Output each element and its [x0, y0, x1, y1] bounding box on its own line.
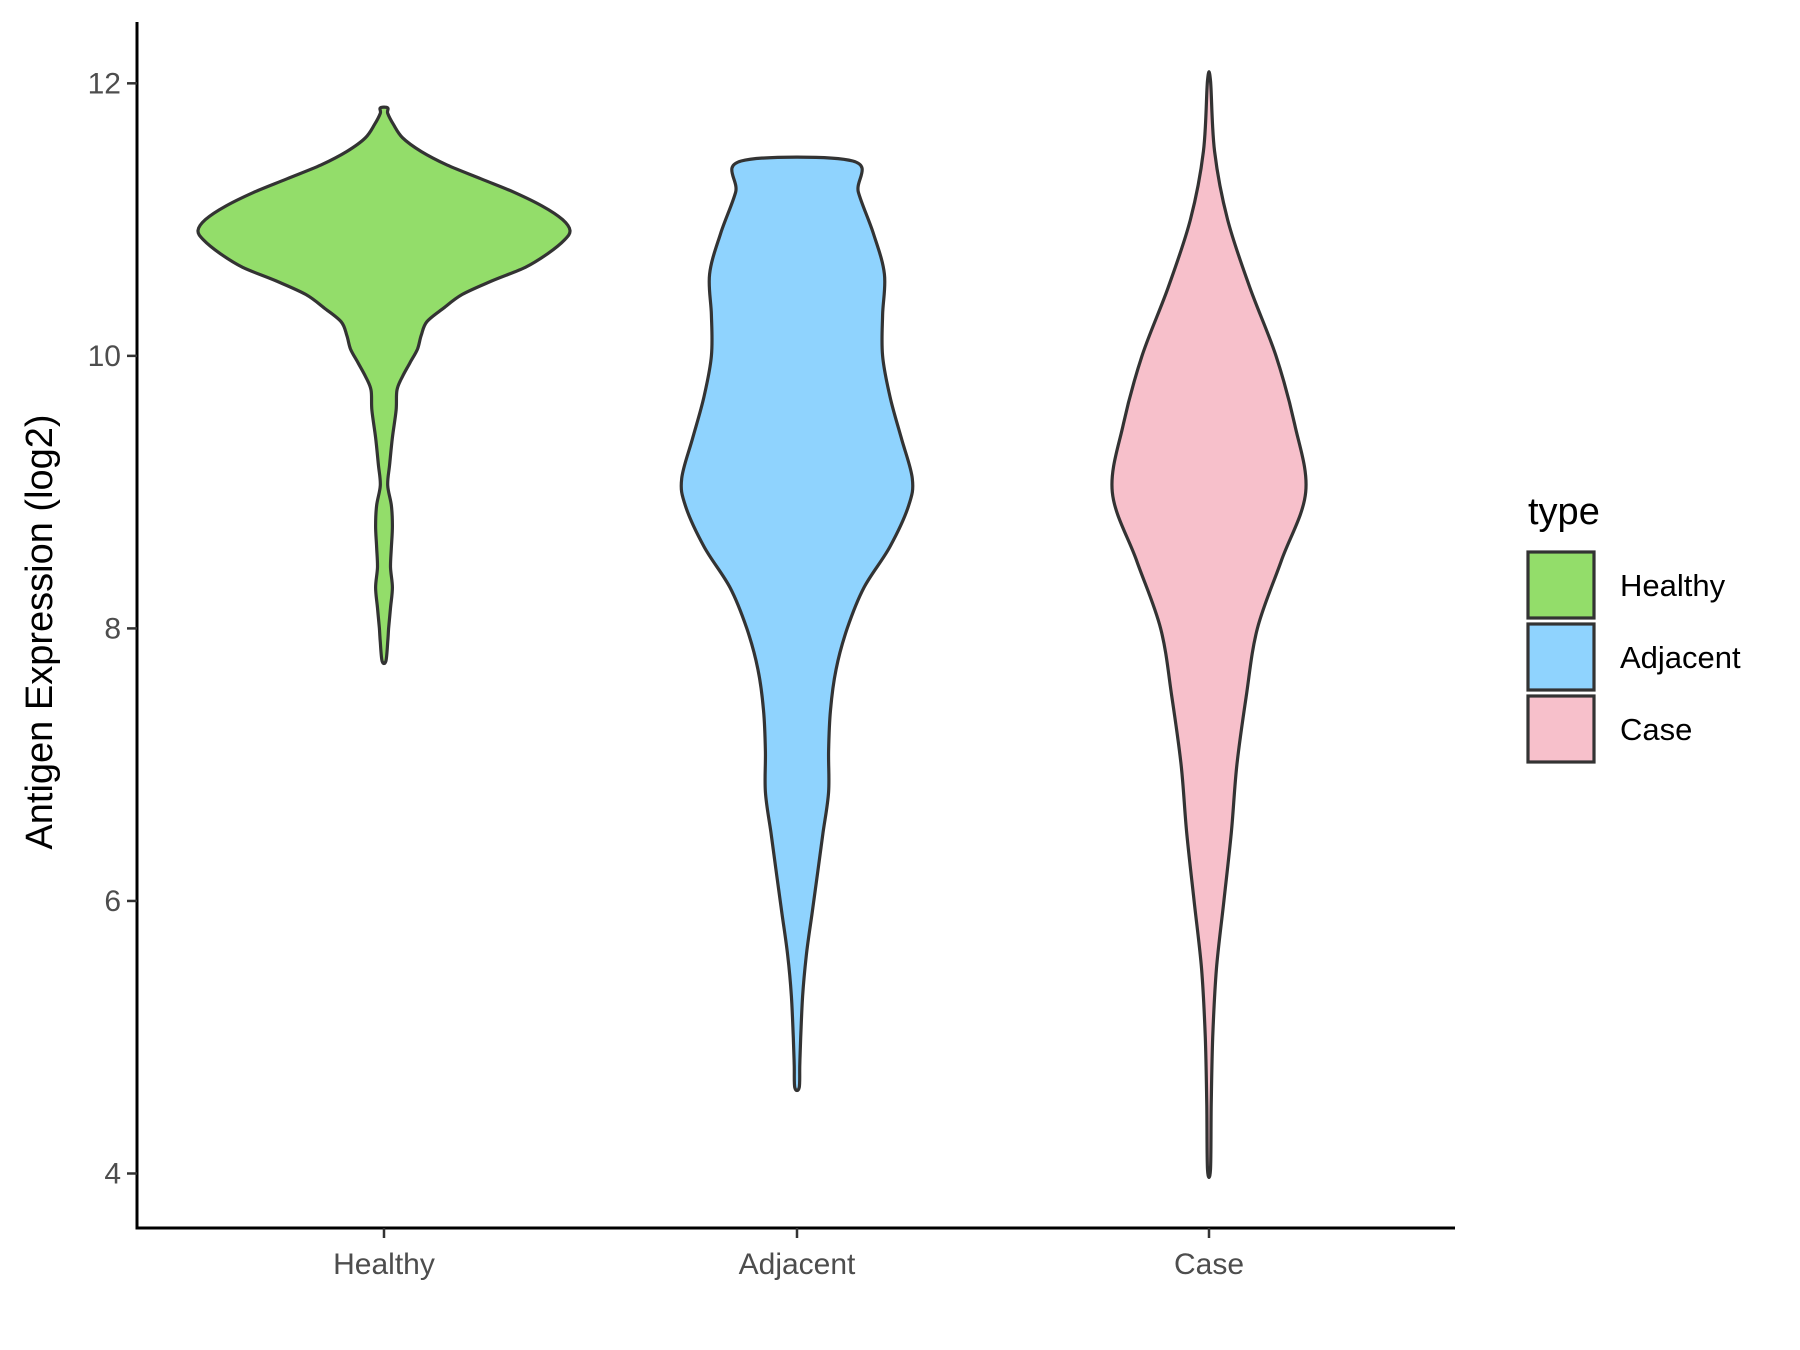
- y-tick-label: 10: [88, 340, 121, 373]
- legend-key-healthy: [1526, 550, 1596, 620]
- legend-label-adjacent: Adjacent: [1620, 640, 1741, 675]
- y-tick-label: 4: [104, 1157, 121, 1190]
- y-tick-label: 6: [104, 885, 121, 918]
- axes: 4 6 8 10 12 Healthy Adjacent Case: [88, 22, 1455, 1281]
- violin-layer: [196, 70, 1308, 1180]
- x-tick-label-case: Case: [1174, 1248, 1244, 1281]
- y-axis-title: Antigen Expression (log2): [19, 414, 61, 849]
- legend: type Healthy Adjacent Case: [1526, 491, 1741, 764]
- legend-title: type: [1528, 491, 1600, 533]
- legend-label-case: Case: [1620, 712, 1692, 747]
- legend-key-case: [1526, 694, 1596, 764]
- violin-case: [1110, 70, 1308, 1180]
- violin-healthy: [196, 105, 572, 666]
- violin-adjacent: [679, 155, 915, 1093]
- y-tick-label: 12: [88, 67, 121, 100]
- y-tick-label: 8: [104, 612, 121, 645]
- legend-label-healthy: Healthy: [1620, 568, 1726, 603]
- legend-key-adjacent: [1526, 622, 1596, 692]
- x-tick-label-healthy: Healthy: [333, 1248, 435, 1281]
- x-tick-label-adjacent: Adjacent: [739, 1248, 856, 1281]
